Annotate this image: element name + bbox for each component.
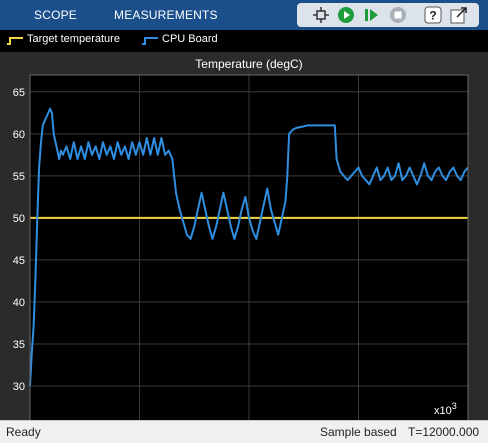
legend-line-icon [7,37,23,45]
status-bar: Ready Sample based T=12000.000 [0,420,488,443]
step-forward-icon[interactable] [362,6,380,24]
highlight-block-icon[interactable] [312,6,330,24]
legend-label: CPU Board [162,33,218,45]
toolstrip: SCOPE MEASUREMENTS ? [0,0,488,30]
simulation-time: T=12000.000 [408,425,480,439]
legend-item-target-temperature[interactable]: Target temperature [6,33,120,45]
legend: Target temperature CPU Board [0,30,488,53]
stop-icon[interactable] [389,6,407,24]
tab-measurements[interactable]: MEASUREMENTS [114,8,218,22]
y-tick-label: 30 [13,381,25,393]
x-exponent-label: x103 [434,401,457,417]
plot-area: 0369123035404550556065 Temperature (degC… [0,52,488,443]
run-icon[interactable] [337,6,355,24]
legend-label: Target temperature [27,33,120,45]
legend-item-cpu-board[interactable]: CPU Board [141,33,218,45]
y-tick-label: 50 [13,213,25,225]
y-tick-label: 35 [13,339,25,351]
y-tick-label: 55 [13,171,25,183]
sample-mode: Sample based [320,425,397,439]
status-text: Ready [6,425,41,439]
y-tick-label: 60 [13,129,25,141]
tab-scope[interactable]: SCOPE [34,8,78,22]
chart-title: Temperature (degC) [195,57,302,71]
y-tick-label: 65 [13,87,25,99]
y-tick-label: 40 [13,297,25,309]
simulation-toolbar: ? [297,3,479,27]
y-tick-label: 45 [13,255,25,267]
cpu-board-line [29,107,469,387]
legend-line-icon [142,37,158,45]
help-icon[interactable]: ? [424,6,442,24]
undock-icon[interactable] [450,6,468,24]
temperature-chart[interactable]: 0369123035404550556065 Temperature (degC… [0,52,488,443]
svg-text:?: ? [429,9,436,23]
